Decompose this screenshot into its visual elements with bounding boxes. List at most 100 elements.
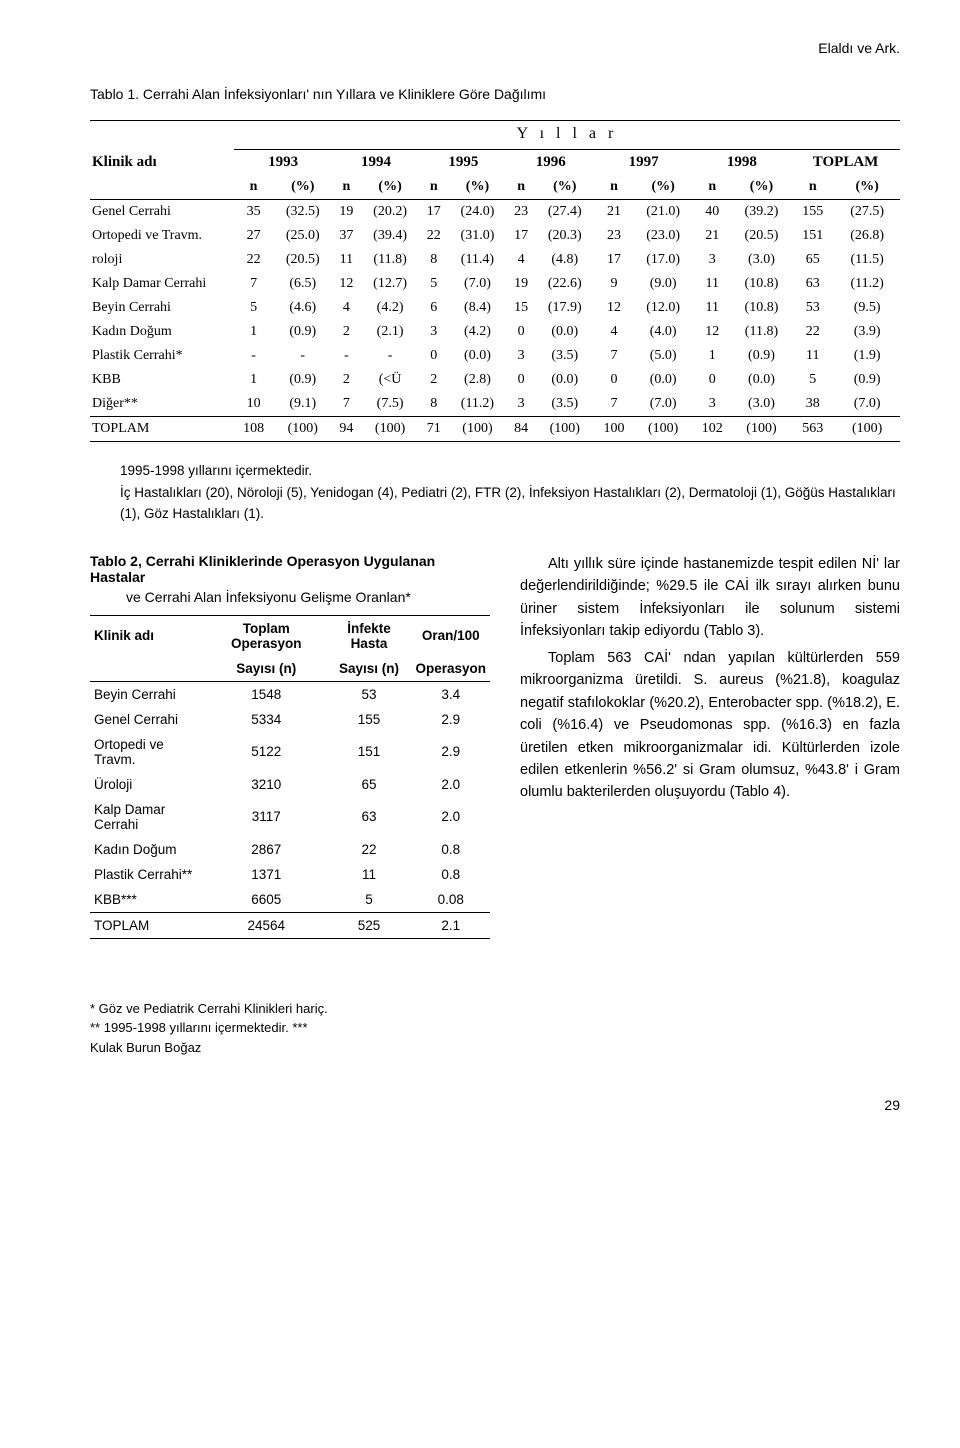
cell-n: 2 xyxy=(332,368,360,392)
cell-pct: (12.7) xyxy=(360,272,419,296)
cell-n: 0 xyxy=(507,368,535,392)
cell-n: 11 xyxy=(693,272,732,296)
page-number: 29 xyxy=(90,1097,900,1113)
cell-n: 4 xyxy=(594,320,633,344)
cell-pct: (20.2) xyxy=(360,200,419,225)
t2-inf: 53 xyxy=(326,681,411,707)
t2-inf: 5 xyxy=(326,887,411,913)
cell-n: 8 xyxy=(420,392,448,417)
paragraph-2: Toplam 563 CAİ' ndan yapılan kültürlerde… xyxy=(520,647,900,804)
table1: Y ı l l a r Klinik adı 1993 1994 1995 19… xyxy=(90,120,900,442)
cell-pct: (5.0) xyxy=(634,344,693,368)
col-klinik: Klinik adı xyxy=(90,150,234,176)
t2-col-op1: Toplam Operasyon xyxy=(206,615,326,656)
n-label: n xyxy=(234,175,273,200)
cell-n: - xyxy=(234,344,273,368)
cell-pct: (3.5) xyxy=(535,344,594,368)
table1-note2: İç Hastalıkları (20), Nöroloji (5), Yeni… xyxy=(120,482,900,525)
cell-n: 8 xyxy=(420,248,448,272)
t2-inf: 63 xyxy=(326,797,411,837)
t2-rate: 0.08 xyxy=(411,887,490,913)
footnote-2: ** 1995-1998 yıllarını içermektedir. *** xyxy=(90,1018,900,1038)
t2-row-label: KBB*** xyxy=(90,887,206,913)
years-header: Y ı l l a r xyxy=(234,121,900,150)
cell-pct: (10.8) xyxy=(732,296,791,320)
cell-pct: (17.0) xyxy=(634,248,693,272)
cell-pct: (31.0) xyxy=(448,224,507,248)
cell-pct: (27.5) xyxy=(834,200,900,225)
cell-pct: (23.0) xyxy=(634,224,693,248)
cell-pct: (2.8) xyxy=(448,368,507,392)
cell-pct: (11.2) xyxy=(834,272,900,296)
cell-n: 0 xyxy=(507,320,535,344)
cell-n: 7 xyxy=(234,272,273,296)
year-1998: 1998 xyxy=(693,150,791,176)
cell-n: 21 xyxy=(693,224,732,248)
t2-total-rate: 2.1 xyxy=(411,912,490,938)
running-head: Elaldı ve Ark. xyxy=(90,40,900,56)
t2-op: 5122 xyxy=(206,732,326,772)
cell-n: 7 xyxy=(594,344,633,368)
cell-pct: (11.8) xyxy=(360,248,419,272)
cell-pct: (3.5) xyxy=(535,392,594,417)
cell-pct: (25.0) xyxy=(273,224,332,248)
t2-op: 2867 xyxy=(206,837,326,862)
cell-n: 0 xyxy=(594,368,633,392)
footnote-3: Kulak Burun Boğaz xyxy=(90,1038,900,1058)
cell-n: 27 xyxy=(234,224,273,248)
cell-pct: (6.5) xyxy=(273,272,332,296)
cell-n: 7 xyxy=(594,392,633,417)
cell-n: 12 xyxy=(693,320,732,344)
cell-pct: (3.0) xyxy=(732,248,791,272)
table-row-label: roloji xyxy=(90,248,234,272)
cell-pct: (3.0) xyxy=(732,392,791,417)
footnote-1: * Göz ve Pediatrik Cerrahi Klinikleri ha… xyxy=(90,999,900,1019)
cell-n: 3 xyxy=(693,392,732,417)
t2-total-op: 24564 xyxy=(206,912,326,938)
cell-n: 53 xyxy=(791,296,834,320)
cell-pct: (7.0) xyxy=(448,272,507,296)
year-1995: 1995 xyxy=(420,150,507,176)
cell-n: 1 xyxy=(693,344,732,368)
cell-pct: (9.5) xyxy=(834,296,900,320)
t2-op: 5334 xyxy=(206,707,326,732)
cell-n: 6 xyxy=(420,296,448,320)
cell-pct: (7.5) xyxy=(360,392,419,417)
cell-n: 22 xyxy=(791,320,834,344)
cell-n: 5 xyxy=(791,368,834,392)
cell-pct: (0.0) xyxy=(448,344,507,368)
cell-n: 3 xyxy=(507,344,535,368)
cell-n: 9 xyxy=(594,272,633,296)
cell-pct: (4.6) xyxy=(273,296,332,320)
cell-pct: (3.9) xyxy=(834,320,900,344)
cell-n: 11 xyxy=(693,296,732,320)
table-row-label: Kalp Damar Cerrahi xyxy=(90,272,234,296)
table-row-label: Genel Cerrahi xyxy=(90,200,234,225)
cell-pct: (2.1) xyxy=(360,320,419,344)
cell-n: 94 xyxy=(332,417,360,442)
cell-pct: (12.0) xyxy=(634,296,693,320)
t2-row-label: Genel Cerrahi xyxy=(90,707,206,732)
cell-n: 2 xyxy=(420,368,448,392)
cell-n: 5 xyxy=(234,296,273,320)
t2-rate: 0.8 xyxy=(411,862,490,887)
cell-pct: (0.0) xyxy=(732,368,791,392)
cell-n: 0 xyxy=(420,344,448,368)
cell-pct: (20.5) xyxy=(732,224,791,248)
t2-row-label: Beyin Cerrahi xyxy=(90,681,206,707)
table1-total-label: TOPLAM xyxy=(90,417,234,442)
table-row-label: KBB xyxy=(90,368,234,392)
cell-pct: (0.9) xyxy=(273,368,332,392)
cell-n: 23 xyxy=(594,224,633,248)
t2-rate: 0.8 xyxy=(411,837,490,862)
cell-n: 4 xyxy=(332,296,360,320)
cell-n: 563 xyxy=(791,417,834,442)
table-row-label: Diğer** xyxy=(90,392,234,417)
cell-pct: (17.9) xyxy=(535,296,594,320)
cell-pct: (0.9) xyxy=(732,344,791,368)
t2-row-label: Ortopedi ve Travm. xyxy=(90,732,206,772)
cell-n: 22 xyxy=(420,224,448,248)
cell-pct: (27.4) xyxy=(535,200,594,225)
table-row-label: Ortopedi ve Travm. xyxy=(90,224,234,248)
cell-n: 38 xyxy=(791,392,834,417)
